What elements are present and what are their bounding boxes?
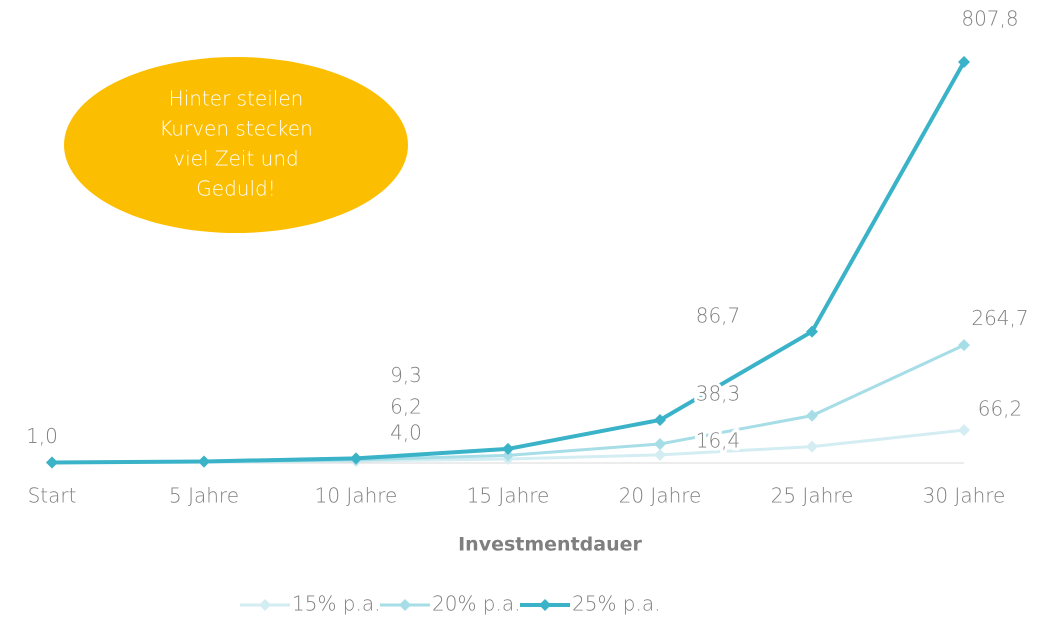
- data-label: 264,7: [971, 306, 1028, 330]
- data-label: 38,3: [696, 381, 741, 405]
- annotation-text: Kurven stecken: [159, 117, 313, 141]
- annotation-text: Hinter steilen: [169, 87, 304, 111]
- legend-label: 20% p.a.: [432, 592, 520, 616]
- x-axis-label: Investmentdauer: [458, 534, 642, 556]
- data-label: 16,4: [696, 428, 741, 452]
- legend-marker: [399, 599, 411, 611]
- data-label: 1,0: [26, 424, 58, 448]
- point-marker: [958, 424, 970, 437]
- x-tick-label: 10 Jahre: [315, 484, 398, 508]
- data-label: 4,0: [390, 421, 422, 445]
- point-marker: [198, 455, 210, 468]
- point-marker: [806, 409, 818, 422]
- legend-label: 25% p.a.: [572, 592, 660, 616]
- data-label: 9,3: [390, 363, 422, 387]
- annotation-text: viel Zeit und: [173, 147, 298, 171]
- x-tick-label: Start: [28, 484, 77, 508]
- legend-marker: [259, 599, 271, 611]
- legend-label: 15% p.a.: [292, 592, 380, 616]
- data-label: 66,2: [978, 397, 1023, 421]
- point-marker: [958, 339, 970, 352]
- point-marker: [502, 449, 514, 462]
- legend-marker: [539, 599, 551, 611]
- point-marker: [502, 442, 514, 455]
- data-label: 807,8: [961, 6, 1018, 30]
- point-marker: [958, 55, 970, 68]
- data-label: 86,7: [696, 303, 741, 327]
- point-marker: [806, 440, 818, 453]
- point-marker: [806, 325, 818, 338]
- annotation-text: Geduld!: [196, 177, 275, 201]
- x-tick-label: 15 Jahre: [467, 484, 550, 508]
- point-marker: [654, 413, 666, 426]
- x-tick-label: 25 Jahre: [771, 484, 854, 508]
- point-marker: [654, 437, 666, 450]
- x-tick-label: 30 Jahre: [923, 484, 1006, 508]
- annotation-bubble: [64, 57, 408, 233]
- point-marker: [654, 448, 666, 461]
- point-marker: [46, 456, 58, 469]
- x-tick-label: 5 Jahre: [169, 484, 239, 508]
- data-label: 6,2: [390, 394, 422, 418]
- point-marker: [350, 452, 362, 465]
- x-tick-label: 20 Jahre: [619, 484, 702, 508]
